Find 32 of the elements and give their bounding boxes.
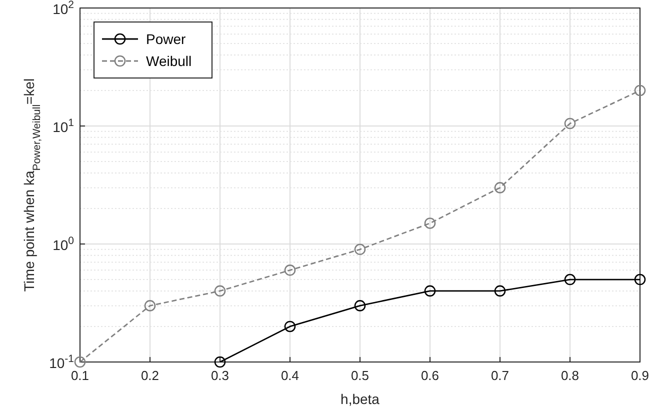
y-tick-label: 10$^{2}$ xyxy=(52,0,74,17)
x-tick-label: 0.5 xyxy=(350,368,370,383)
x-tick-label: 0.9 xyxy=(630,368,650,383)
point xyxy=(494,182,506,194)
point xyxy=(284,320,296,332)
point xyxy=(144,300,156,312)
point xyxy=(214,285,226,297)
point xyxy=(284,264,296,276)
legend-label: Power xyxy=(146,31,186,47)
x-tick-label: 0.7 xyxy=(490,368,510,383)
x-tick-label: 0.2 xyxy=(140,368,160,383)
point xyxy=(494,285,506,297)
point xyxy=(564,118,576,130)
point xyxy=(354,300,366,312)
y-tick-label: 10$^{0}$ xyxy=(52,235,74,253)
x-tick-label: 0.6 xyxy=(420,368,440,383)
point xyxy=(424,285,436,297)
x-tick-label: 0.3 xyxy=(210,368,230,383)
point xyxy=(634,84,646,96)
y-tick-label: 10$^{1}$ xyxy=(52,117,74,135)
point xyxy=(424,218,436,229)
point xyxy=(564,274,576,286)
x-tick-label: 0.8 xyxy=(560,368,580,383)
x-axis-title: h,beta xyxy=(340,391,380,407)
legend-label: Weibull xyxy=(146,53,192,69)
x-tick-label: 0.4 xyxy=(280,368,300,383)
x-tick-label: 0.1 xyxy=(70,368,90,383)
point xyxy=(354,244,366,256)
point xyxy=(74,356,86,368)
point xyxy=(634,274,646,286)
y-tick-label: 10$^{-1}$ xyxy=(49,353,74,371)
point xyxy=(214,356,226,368)
